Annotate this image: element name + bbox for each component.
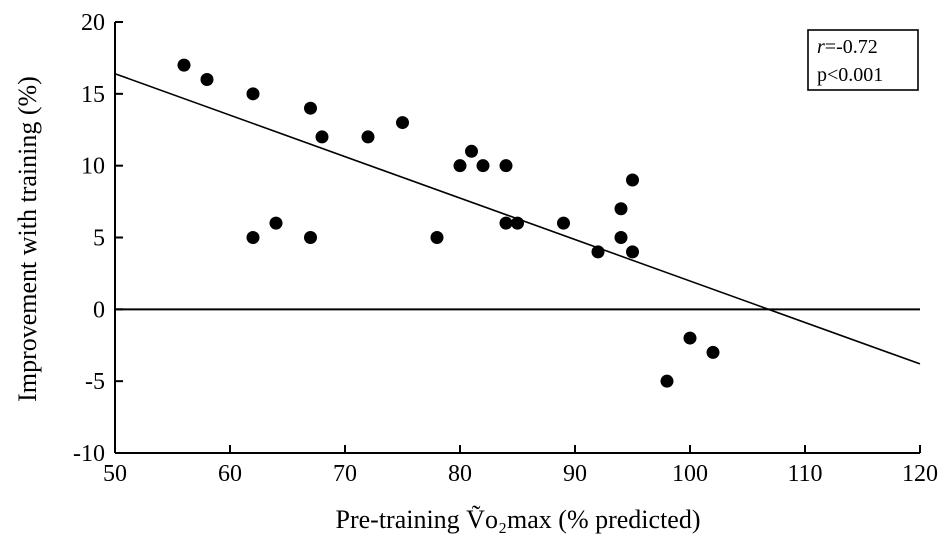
data-point: [465, 144, 478, 158]
data-point: [660, 374, 674, 388]
x-tick-label: 60: [218, 461, 242, 487]
data-point: [683, 331, 697, 345]
stats-r-text: r=-0.72: [817, 36, 878, 58]
stats-p-text: p<0.001: [817, 64, 883, 86]
y-tick-label: 15: [81, 82, 105, 108]
x-tick-label: 100: [672, 461, 708, 487]
data-point: [430, 231, 444, 244]
data-point: [304, 231, 317, 244]
data-point: [246, 231, 260, 244]
x-tick-label: 120: [902, 461, 938, 487]
data-point: [177, 58, 191, 72]
data-point: [706, 345, 720, 359]
x-tick-label: 90: [563, 461, 587, 487]
stats-r-value: =-0.72: [825, 36, 878, 58]
data-point: [499, 216, 513, 230]
data-point: [511, 216, 524, 230]
data-point: [557, 216, 570, 230]
y-axis-title: Improvement with training (%): [13, 76, 42, 402]
x-tick-label: 80: [448, 461, 472, 487]
x-axis-title: Pre-training Ṽo₂max (% predicted): [336, 505, 701, 534]
data-point: [626, 245, 639, 259]
data-point: [200, 72, 214, 86]
y-tick-label: 0: [93, 297, 105, 323]
data-point: [315, 130, 329, 144]
stats-annotation-box: [807, 29, 919, 91]
x-tick-label: 110: [787, 461, 822, 487]
data-point: [626, 173, 639, 187]
y-tick-label: -5: [85, 369, 105, 395]
data-point: [453, 159, 467, 173]
data-points: [177, 58, 720, 388]
y-tick-label: -10: [73, 441, 105, 467]
data-point: [614, 202, 628, 216]
data-point: [476, 159, 490, 173]
axes: [114, 21, 921, 454]
data-point: [591, 245, 605, 259]
data-point: [396, 116, 409, 130]
y-tick-label: 5: [93, 226, 105, 252]
x-tick-labels: 50 60 70 80 90 100 110 120: [103, 461, 938, 487]
data-point: [361, 130, 375, 144]
stats-r-symbol: r: [817, 36, 825, 58]
x-tick-label: 70: [333, 461, 357, 487]
y-tick-labels: -10 -5 0 5 10 15 20: [73, 10, 105, 467]
data-point: [269, 216, 283, 230]
x-tick-label: 50: [103, 461, 127, 487]
data-point: [499, 159, 513, 173]
y-tick-label: 20: [81, 10, 105, 36]
data-point: [614, 231, 628, 244]
data-point: [246, 87, 260, 101]
stats-annotation: r=-0.72 p<0.001: [807, 29, 919, 91]
y-tick-label: 10: [81, 154, 105, 180]
data-point: [304, 101, 317, 115]
